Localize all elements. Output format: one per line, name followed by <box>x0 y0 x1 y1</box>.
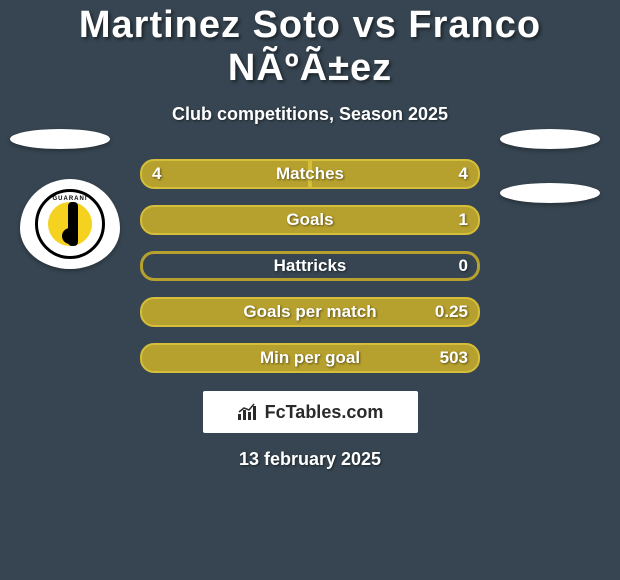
brand-badge: FcTables.com <box>203 391 418 433</box>
stat-row: Goals1 <box>0 205 620 235</box>
stat-value-right: 503 <box>440 343 468 373</box>
stat-label: Min per goal <box>140 343 480 373</box>
brand-text: FcTables.com <box>265 402 384 423</box>
stat-row: Matches4 4 <box>0 159 620 189</box>
stat-label: Hattricks <box>140 251 480 281</box>
stat-value-left: 4 <box>152 159 161 189</box>
brand-chart-icon <box>237 403 259 421</box>
player-right-pill <box>500 129 600 149</box>
player-left-pill <box>10 129 110 149</box>
date-text: 13 february 2025 <box>0 449 620 470</box>
stat-value-right: 0.25 <box>435 297 468 327</box>
comparison-card: Martinez Soto vs Franco NÃºÃ±ez Club com… <box>0 4 620 580</box>
stat-label: Goals per match <box>140 297 480 327</box>
stat-value-right: 4 <box>459 159 468 189</box>
stat-label: Matches <box>140 159 480 189</box>
stat-label: Goals <box>140 205 480 235</box>
stat-value-right: 0 <box>459 251 468 281</box>
stat-row: Goals per match0.25 <box>0 297 620 327</box>
subtitle: Club competitions, Season 2025 <box>0 104 620 125</box>
stat-value-right: 1 <box>459 205 468 235</box>
stat-row: Min per goal503 <box>0 343 620 373</box>
page-title: Martinez Soto vs Franco NÃºÃ±ez <box>0 4 620 90</box>
stat-row: Hattricks0 <box>0 251 620 281</box>
